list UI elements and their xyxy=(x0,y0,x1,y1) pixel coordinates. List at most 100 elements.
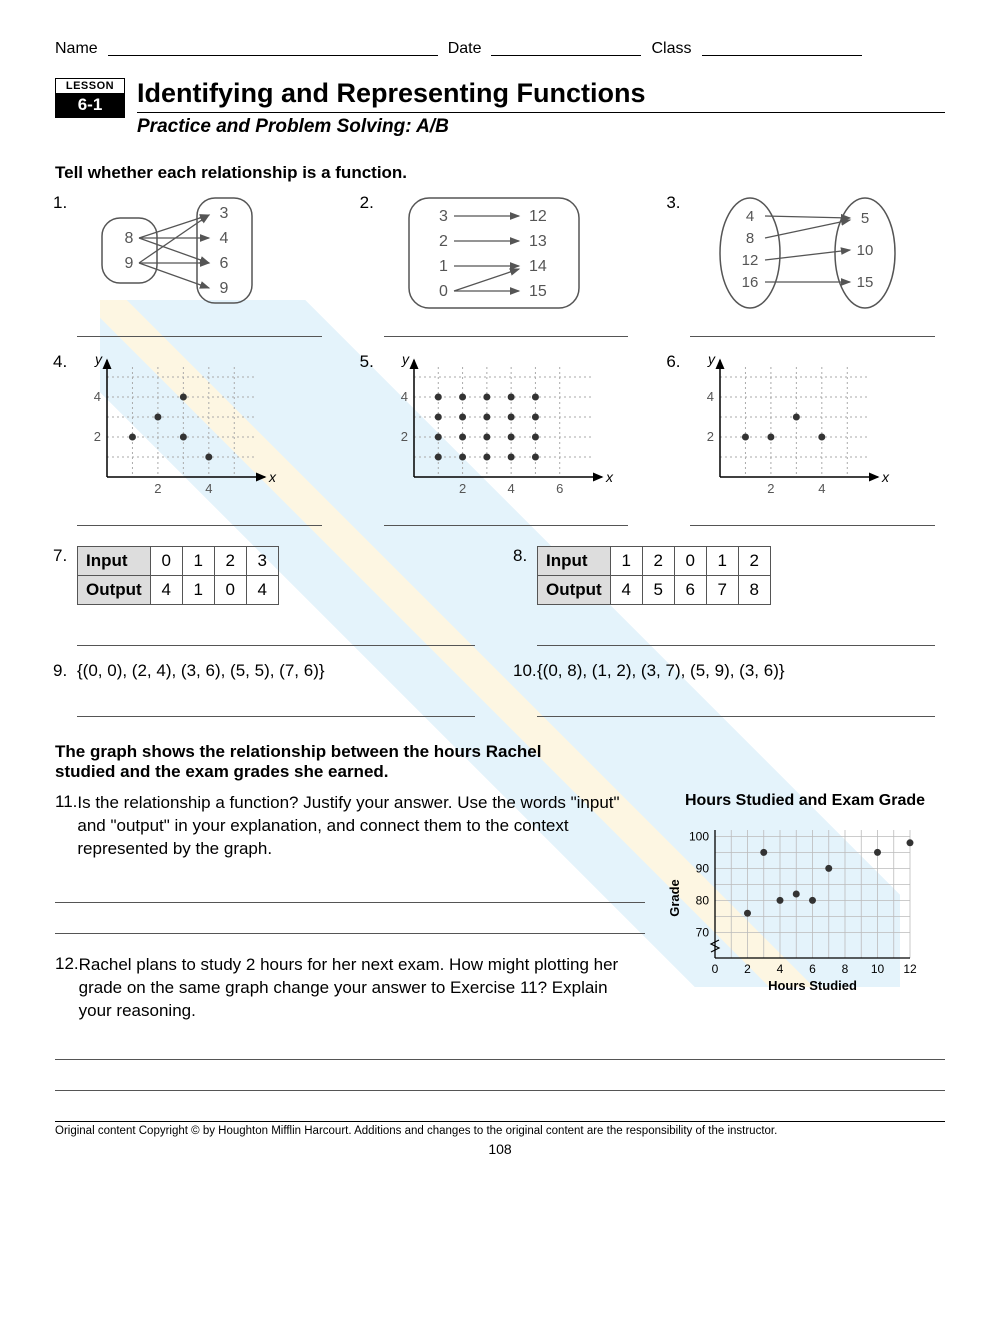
mapping-diagram-3: 4 8 12 16 5 10 15 xyxy=(690,193,920,313)
svg-text:4: 4 xyxy=(220,230,229,247)
lesson-badge: LESSON 6-1 xyxy=(55,78,125,118)
q12-answer-1[interactable] xyxy=(55,1059,945,1060)
q6-num: 6. xyxy=(666,352,680,372)
q12-text: Rachel plans to study 2 hours for her ne… xyxy=(79,954,645,1023)
svg-text:4: 4 xyxy=(746,208,754,225)
svg-text:2: 2 xyxy=(744,962,751,976)
svg-text:x: x xyxy=(881,469,890,485)
svg-text:80: 80 xyxy=(696,893,710,907)
svg-text:5: 5 xyxy=(861,210,869,227)
svg-text:0: 0 xyxy=(439,283,448,300)
svg-text:4: 4 xyxy=(707,389,714,404)
svg-text:10: 10 xyxy=(857,242,874,259)
svg-text:13: 13 xyxy=(529,233,547,250)
section1-heading: Tell whether each relationship is a func… xyxy=(55,163,945,183)
q9-num: 9. xyxy=(53,661,67,681)
svg-text:14: 14 xyxy=(529,258,547,275)
q1-answer[interactable] xyxy=(77,336,322,337)
q10-answer[interactable] xyxy=(537,716,935,717)
q5-num: 5. xyxy=(360,352,374,372)
svg-text:4: 4 xyxy=(777,962,784,976)
graph-4: yx4224 xyxy=(77,352,332,507)
row-mappings: 1. 8 9 3 4 6 9 xyxy=(55,193,945,337)
row-sets: 9. {(0, 0), (2, 4), (3, 6), (5, 5), (7, … xyxy=(55,661,945,717)
student-info-header: Name Date Class xyxy=(55,40,945,58)
q8-answer[interactable] xyxy=(537,645,935,646)
date-label: Date xyxy=(448,40,482,58)
class-label: Class xyxy=(651,40,691,58)
q7-num: 7. xyxy=(53,546,67,566)
q12-num: 12. xyxy=(55,954,79,1029)
q9-set: {(0, 0), (2, 4), (3, 6), (5, 5), (7, 6)} xyxy=(77,661,485,681)
svg-text:3: 3 xyxy=(439,208,448,225)
q1-num: 1. xyxy=(53,193,67,213)
svg-text:4: 4 xyxy=(400,389,407,404)
io-table-7: Input 01 23 Output 41 04 xyxy=(77,546,279,605)
svg-text:y: y xyxy=(401,352,410,367)
q7-answer[interactable] xyxy=(77,645,475,646)
q5-answer[interactable] xyxy=(384,525,629,526)
svg-text:y: y xyxy=(707,352,716,367)
q11-answer-1[interactable] xyxy=(55,902,645,903)
q10-set: {(0, 8), (1, 2), (3, 7), (5, 9), (3, 6)} xyxy=(537,661,945,681)
q12-answer-2[interactable] xyxy=(55,1090,945,1091)
q2-num: 2. xyxy=(360,193,374,213)
row-tables: 7. Input 01 23 Output 41 04 8. Input 12 … xyxy=(55,546,945,646)
svg-text:0: 0 xyxy=(712,962,719,976)
svg-text:12: 12 xyxy=(742,252,759,269)
graph-6: y x 4 2 2 4 xyxy=(690,352,945,507)
name-blank[interactable] xyxy=(108,40,438,56)
lesson-title: Identifying and Representing Functions xyxy=(137,78,945,109)
q3-answer[interactable] xyxy=(690,336,935,337)
mapping-diagram-1: 8 9 3 4 6 9 xyxy=(77,193,307,313)
study-section: 11. Is the relationship a function? Just… xyxy=(55,792,945,1029)
svg-text:4: 4 xyxy=(819,481,826,496)
svg-text:1: 1 xyxy=(439,258,448,275)
q11-num: 11. xyxy=(55,792,77,867)
lesson-header: LESSON 6-1 Identifying and Representing … xyxy=(55,78,945,138)
q11-answer-2[interactable] xyxy=(55,933,645,934)
svg-text:12: 12 xyxy=(903,962,917,976)
svg-text:90: 90 xyxy=(696,861,710,875)
graph-5: yx42246 xyxy=(384,352,639,507)
study-chart-title: Hours Studied and Exam Grade xyxy=(665,792,945,810)
q4-answer[interactable] xyxy=(77,525,322,526)
title-rule xyxy=(137,112,945,113)
q6-answer[interactable] xyxy=(690,525,935,526)
svg-text:Grade: Grade xyxy=(667,879,682,917)
class-blank[interactable] xyxy=(702,40,862,56)
svg-text:2: 2 xyxy=(400,429,407,444)
row-graphs: 4. y x 4 2 2 4 5. y x 4 2 2 4 6 6. y x 4 2 2 4 xyxy=(55,352,945,526)
svg-text:4: 4 xyxy=(94,389,101,404)
lesson-badge-top: LESSON xyxy=(56,79,124,93)
q4-num: 4. xyxy=(53,352,67,372)
svg-text:9: 9 xyxy=(220,280,229,297)
q9-answer[interactable] xyxy=(77,716,475,717)
svg-text:x: x xyxy=(268,469,277,485)
svg-text:16: 16 xyxy=(742,274,759,291)
svg-text:8: 8 xyxy=(842,962,849,976)
page-number: 108 xyxy=(55,1141,945,1157)
q2-answer[interactable] xyxy=(384,336,629,337)
q10-num: 10. xyxy=(513,661,537,681)
svg-text:8: 8 xyxy=(746,230,754,247)
lesson-subtitle: Practice and Problem Solving: A/B xyxy=(137,116,945,138)
svg-text:9: 9 xyxy=(125,255,134,272)
svg-text:6: 6 xyxy=(556,481,563,496)
date-blank[interactable] xyxy=(491,40,641,56)
svg-text:2: 2 xyxy=(459,481,466,496)
lesson-badge-num: 6-1 xyxy=(56,93,124,117)
svg-text:2: 2 xyxy=(707,429,714,444)
q3-num: 3. xyxy=(666,193,680,213)
svg-text:x: x xyxy=(605,469,614,485)
svg-text:15: 15 xyxy=(529,283,547,300)
mapping-diagram-2: 3 2 1 0 12 13 14 15 xyxy=(384,193,614,313)
svg-text:12: 12 xyxy=(529,208,547,225)
svg-text:6: 6 xyxy=(809,962,816,976)
svg-text:2: 2 xyxy=(768,481,775,496)
svg-text:Hours Studied: Hours Studied xyxy=(768,978,857,993)
svg-text:6: 6 xyxy=(220,255,229,272)
copyright-footer: Original content Copyright © by Houghton… xyxy=(55,1121,945,1137)
svg-text:3: 3 xyxy=(220,205,229,222)
svg-text:2: 2 xyxy=(439,233,448,250)
